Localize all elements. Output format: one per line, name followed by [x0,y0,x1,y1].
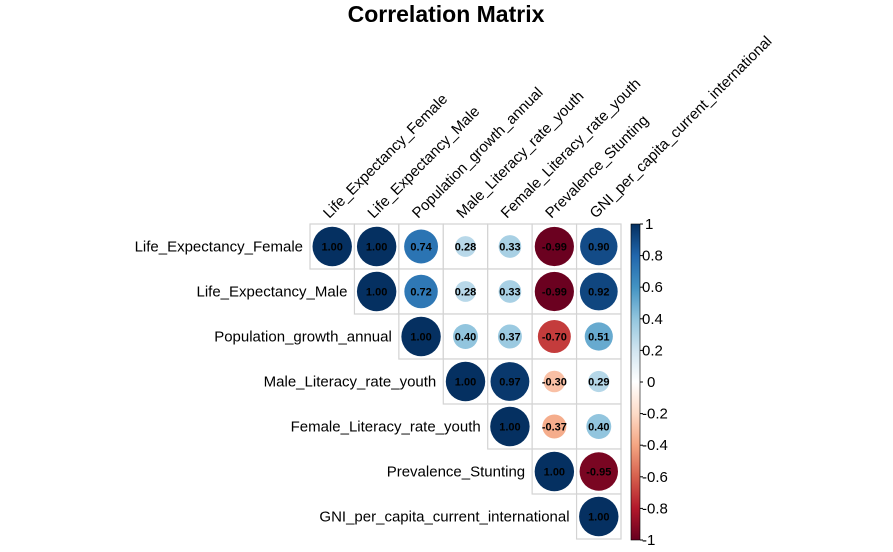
correlation-circle [453,324,478,349]
correlation-value-label: 0.40 [588,422,609,434]
correlation-value-label: 0.28 [455,287,476,299]
row-label: Female_Literacy_rate_youth [291,419,481,436]
column-labels: Life_Expectancy_FemaleLife_Expectancy_Ma… [320,33,775,222]
colorbar-tick-label: 0 [647,374,655,391]
correlation-value-label: 0.33 [499,242,520,254]
row-label: Life_Expectancy_Male [196,284,347,301]
row-label: Population_growth_annual [214,329,392,346]
correlation-circle [579,452,619,491]
correlation-value-label: 1.00 [410,332,431,344]
correlation-value-label: 0.37 [499,332,520,344]
correlation-circle [498,280,522,303]
correlation-circle [537,320,571,353]
correlation-circle [497,324,522,349]
correlation-value-label: -0.70 [542,332,567,344]
correlation-circle [404,274,438,309]
correlation-value-label: 1.00 [322,242,343,254]
row-labels: Life_Expectancy_Female Life_Expectancy_Ma… [135,239,570,526]
correlation-circle [498,235,522,258]
correlation-value-label: 0.51 [588,332,609,344]
correlation-circle [584,322,613,351]
correlation-value-label: 0.90 [588,242,609,254]
correlation-circle [588,370,610,393]
correlation-value-label: -0.37 [542,422,567,434]
correlation-value-label: 0.74 [410,242,432,254]
row-label: Prevalence_Stunting [387,464,525,481]
correlation-value-label: -0.99 [542,287,567,299]
colorbar-tick-label: 0.2 [642,342,663,359]
correlation-value-label: 0.97 [499,377,520,389]
chart-title: Correlation Matrix [348,1,545,27]
correlation-circle [455,236,476,257]
colorbar-tick-label: 0.8 [642,248,663,265]
correlation-value-label: 0.29 [588,377,609,389]
colorbar [630,223,641,541]
correlation-circle [534,226,574,267]
grid-cell [575,358,622,405]
correlation-circle [534,451,575,492]
color-legend: 1 0.8 0.6 0.4 0.2 0 -0.2 -0.4 -0.6 -0.8 -1 [630,216,668,549]
correlation-value-label: 1.00 [588,512,609,524]
correlation-value-label: 1.00 [366,242,387,254]
colorbar-tick-label: 0.6 [642,279,663,296]
correlation-circle [490,406,530,447]
correlation-value-label: 0.72 [410,287,431,299]
correlation-values: 1.00 1.00 0.74 0.28 0.33 -0.99 0.90 1.00 0.72 0.2… [322,242,612,524]
correlation-circle [455,281,476,302]
row-label: GNI_per_capita_current_international [319,509,569,526]
correlation-value-label: 0.92 [588,287,609,299]
correlation-circle [579,272,618,311]
colorbar-tick-label: -1 [642,532,655,549]
correlation-circle [579,496,619,537]
correlation-circle [445,361,486,402]
correlation-circle [312,226,352,267]
correlation-circle [490,362,530,401]
correlation-circles [312,226,619,537]
correlation-circle [534,271,574,312]
column-label: GNI_per_capita_current_international [587,33,776,222]
correlation-value-label: 0.28 [455,242,476,254]
correlation-circle [356,271,397,312]
correlation-circle [401,316,441,357]
row-label: Life_Expectancy_Female [135,239,303,256]
colorbar-tick-label: 0.4 [642,311,663,328]
correlation-circle [543,370,566,393]
correlation-value-label: 1.00 [455,377,476,389]
colorbar-tick-label: 1 [645,216,653,233]
row-label: Male_Literacy_rate_youth [264,374,437,391]
correlation-value-label: 0.40 [455,332,476,344]
correlation-value-label: 1.00 [544,467,565,479]
correlation-value-label: -0.95 [586,467,611,479]
colorbar-tick-label: -0.4 [642,437,668,454]
correlation-value-label: 1.00 [499,422,520,434]
colorbar-tick-label: -0.2 [642,406,668,423]
correlation-circle [404,229,439,264]
correlation-value-label: 0.33 [499,287,520,299]
colorbar-tick-label: -0.6 [642,469,668,486]
correlation-circle [580,227,618,266]
correlation-circle [542,414,567,439]
correlation-value-label: 1.00 [366,287,387,299]
colorbar-tick-label: -0.8 [642,500,668,517]
correlation-value-label: -0.30 [542,377,567,389]
correlation-value-label: -0.99 [542,242,567,254]
correlation-circle [586,414,612,439]
correlation-circle [356,226,397,267]
